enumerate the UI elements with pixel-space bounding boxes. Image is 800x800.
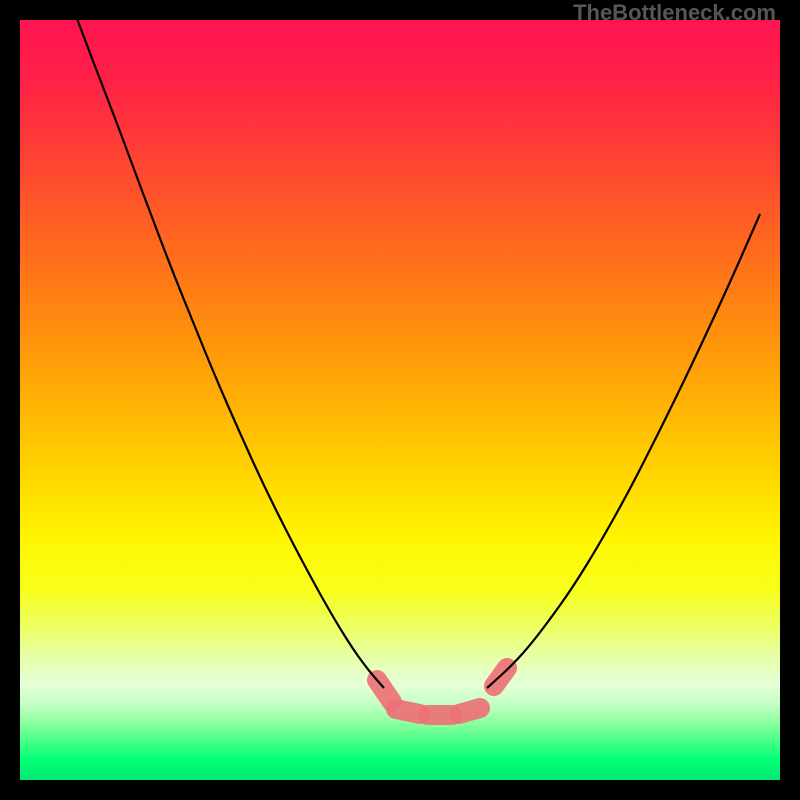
watermark-text: TheBottleneck.com (573, 0, 776, 26)
plot-area (20, 20, 780, 780)
curve-branch (487, 214, 760, 688)
marker-capsule (459, 708, 480, 714)
marker-capsule (396, 709, 420, 714)
bottleneck-curve (20, 20, 780, 780)
curve-branch (70, 20, 384, 688)
chart-frame: TheBottleneck.com (0, 0, 800, 800)
